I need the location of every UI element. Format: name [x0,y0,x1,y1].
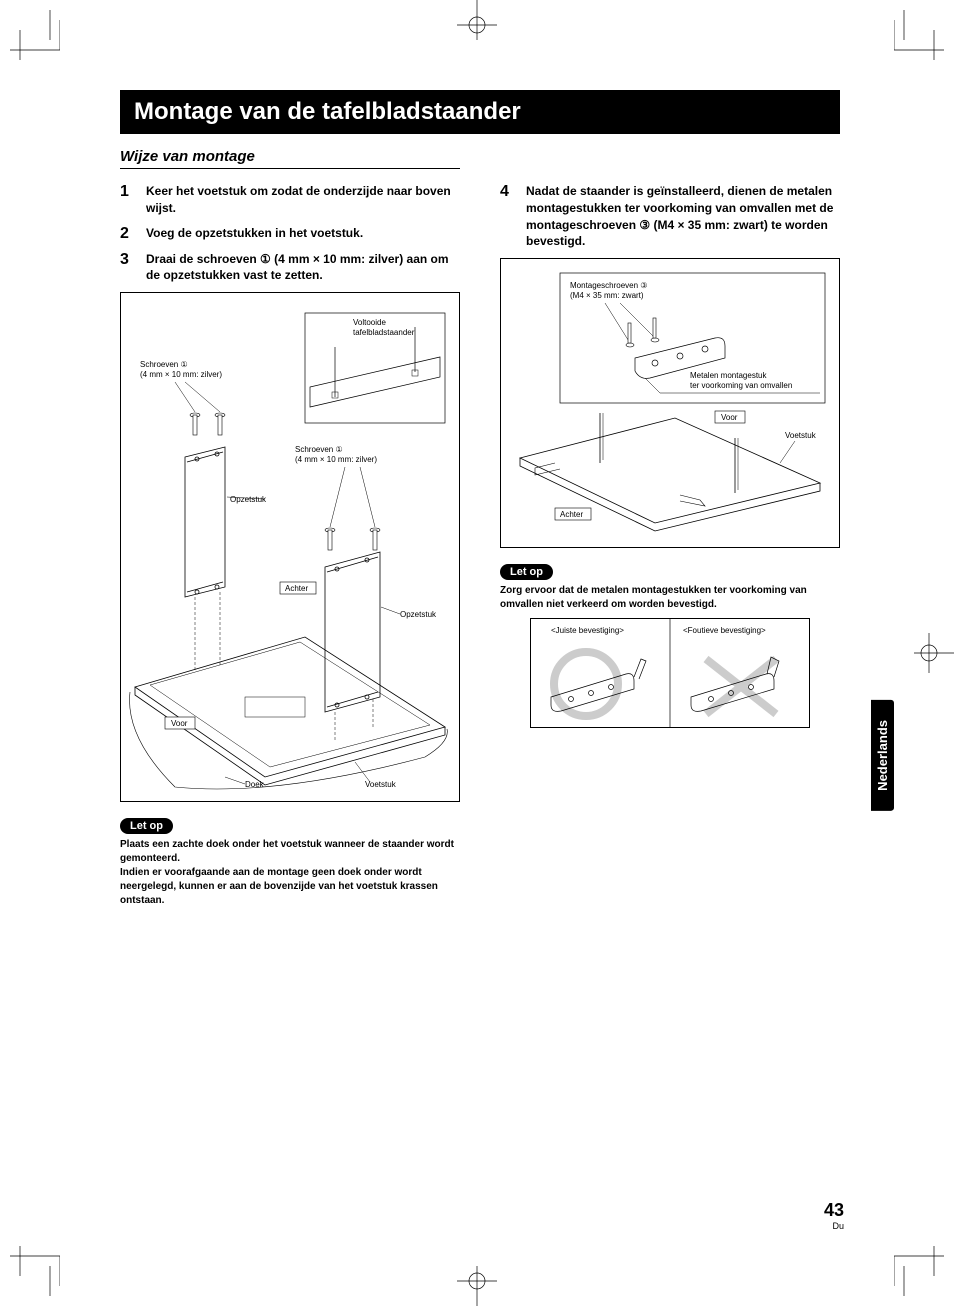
note-text-1: Plaats een zachte doek onder het voetstu… [120,838,460,908]
fig1-screw-right: Schroeven ① [295,445,343,454]
figure-1: Voltooide tafelbladstaander Schroeven ① … [120,292,460,802]
page-number: 43 [824,1200,844,1221]
fig2-screws: Montageschroeven ③ [570,281,647,290]
note-label-1: Let op [120,818,173,834]
step-number: 1 [120,183,136,217]
fig1-voor: Voor [171,719,188,728]
fig1-screw-right-sub: (4 mm × 10 mm: zilver) [295,455,377,464]
note-text-2: Zorg ervoor dat de metalen montagestukke… [500,584,840,612]
figure-3: <Juiste bevestiging> <Foutieve bevestigi… [530,618,810,728]
fig3-correct: <Juiste bevestiging> [551,626,624,635]
fig1-screw-left: Schroeven ① [140,360,188,369]
step-text: Draai de schroeven ① (4 mm × 10 mm: zilv… [146,251,460,285]
fig1-doek: Doek [245,780,265,789]
left-column: 1 Keer het voetstuk om zodat de onderzij… [120,183,460,908]
language-tab: Nederlands [871,700,894,811]
step-text: Voeg de opzetstukken in het voetstuk. [146,225,363,243]
fig2-screws-sub: (M4 × 35 mm: zwart) [570,291,644,300]
fig1-screw-left-sub: (4 mm × 10 mm: zilver) [140,370,222,379]
step-number: 4 [500,183,516,250]
page-content: Montage van de tafelbladstaander Wijze v… [120,90,840,908]
page-locale: Du [824,1221,844,1231]
fig1-opzetstuk2: Opzetstuk [400,610,437,619]
page-title: Montage van de tafelbladstaander [120,90,840,134]
step-text: Nadat de staander is geïnstalleerd, dien… [526,183,840,250]
page-number-block: 43 Du [824,1200,844,1231]
page-subtitle: Wijze van montage [120,148,460,169]
fig2-achter: Achter [560,510,583,519]
fig2-metal2: ter voorkoming van omvallen [690,381,792,390]
step-1: 1 Keer het voetstuk om zodat de onderzij… [120,183,460,217]
step-3: 3 Draai de schroeven ① (4 mm × 10 mm: zi… [120,251,460,285]
fig2-voetstuk: Voetstuk [785,431,817,440]
fig3-wrong: <Foutieve bevestiging> [683,626,766,635]
step-4: 4 Nadat de staander is geïnstalleerd, di… [500,183,840,250]
correct-icon [554,652,618,716]
step-number: 3 [120,251,136,285]
fig2-voor: Voor [721,413,738,422]
wrong-icon [706,659,776,714]
step-number: 2 [120,225,136,243]
fig1-complete-label: Voltooide [353,318,386,327]
fig1-achter: Achter [285,584,308,593]
figure-2: Montageschroeven ③ (M4 × 35 mm: zwart) [500,258,840,548]
step-text: Keer het voetstuk om zodat de onderzijde… [146,183,460,217]
fig1-complete-label2: tafelbladstaander [353,328,415,337]
fig1-opzetstuk: Opzetstuk [230,495,267,504]
right-column: 4 Nadat de staander is geïnstalleerd, di… [500,183,840,908]
fig2-metal: Metalen montagestuk [690,371,767,380]
note-label-2: Let op [500,564,553,580]
step-2: 2 Voeg de opzetstukken in het voetstuk. [120,225,460,243]
